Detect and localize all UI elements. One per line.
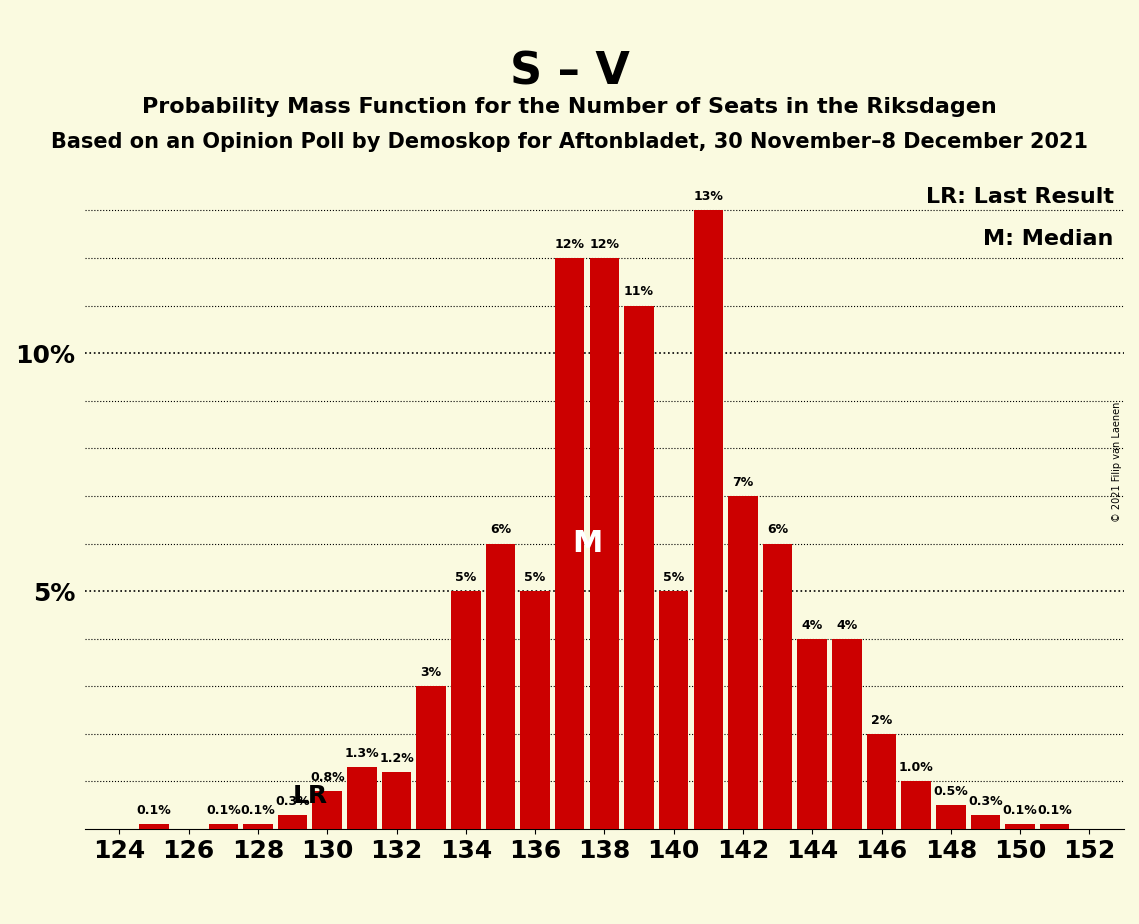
- Text: 7%: 7%: [732, 476, 754, 489]
- Text: LR: Last Result: LR: Last Result: [926, 187, 1114, 207]
- Text: 0.1%: 0.1%: [137, 804, 171, 817]
- Bar: [936, 806, 966, 829]
- Bar: [970, 815, 1000, 829]
- Bar: [244, 824, 272, 829]
- Bar: [312, 791, 342, 829]
- Text: Based on an Opinion Poll by Demoskop for Aftonbladet, 30 November–8 December 202: Based on an Opinion Poll by Demoskop for…: [51, 132, 1088, 152]
- Text: 1.3%: 1.3%: [345, 748, 379, 760]
- Text: 0.8%: 0.8%: [310, 771, 344, 784]
- Bar: [833, 638, 861, 829]
- Bar: [867, 734, 896, 829]
- Bar: [417, 687, 445, 829]
- Text: 0.3%: 0.3%: [276, 795, 310, 808]
- Text: 11%: 11%: [624, 286, 654, 298]
- Text: 0.1%: 0.1%: [240, 804, 276, 817]
- Text: 5%: 5%: [456, 571, 476, 584]
- Bar: [901, 782, 931, 829]
- Text: 1.0%: 1.0%: [899, 761, 934, 774]
- Bar: [278, 815, 308, 829]
- Bar: [1006, 824, 1035, 829]
- Text: LR: LR: [293, 784, 327, 808]
- Text: 2%: 2%: [871, 713, 892, 727]
- Text: 13%: 13%: [694, 190, 723, 203]
- Text: 5%: 5%: [663, 571, 685, 584]
- Text: 0.5%: 0.5%: [934, 785, 968, 798]
- Bar: [797, 638, 827, 829]
- Text: M: M: [572, 529, 603, 558]
- Text: Probability Mass Function for the Number of Seats in the Riksdagen: Probability Mass Function for the Number…: [142, 97, 997, 117]
- Text: 0.1%: 0.1%: [1038, 804, 1072, 817]
- Text: © 2021 Filip van Laenen: © 2021 Filip van Laenen: [1112, 402, 1122, 522]
- Text: 12%: 12%: [589, 237, 620, 251]
- Bar: [694, 211, 723, 829]
- Text: 0.1%: 0.1%: [1002, 804, 1038, 817]
- Bar: [763, 543, 793, 829]
- Bar: [555, 258, 584, 829]
- Bar: [659, 591, 688, 829]
- Text: 0.3%: 0.3%: [968, 795, 1002, 808]
- Text: 4%: 4%: [802, 618, 822, 632]
- Text: 3%: 3%: [420, 666, 442, 679]
- Bar: [590, 258, 620, 829]
- Bar: [347, 767, 377, 829]
- Text: 12%: 12%: [555, 237, 584, 251]
- Bar: [208, 824, 238, 829]
- Text: 4%: 4%: [836, 618, 858, 632]
- Text: 5%: 5%: [524, 571, 546, 584]
- Text: 0.1%: 0.1%: [206, 804, 240, 817]
- Text: 6%: 6%: [490, 523, 511, 537]
- Bar: [1040, 824, 1070, 829]
- Bar: [728, 496, 757, 829]
- Bar: [382, 772, 411, 829]
- Text: S – V: S – V: [509, 51, 630, 94]
- Text: M: Median: M: Median: [983, 229, 1114, 249]
- Bar: [139, 824, 169, 829]
- Text: 6%: 6%: [767, 523, 788, 537]
- Bar: [485, 543, 515, 829]
- Bar: [521, 591, 550, 829]
- Bar: [624, 306, 654, 829]
- Text: 1.2%: 1.2%: [379, 752, 413, 765]
- Bar: [451, 591, 481, 829]
